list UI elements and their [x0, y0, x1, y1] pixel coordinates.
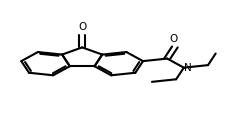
Text: O: O: [78, 22, 86, 32]
Text: N: N: [184, 63, 192, 73]
Text: O: O: [169, 34, 178, 44]
